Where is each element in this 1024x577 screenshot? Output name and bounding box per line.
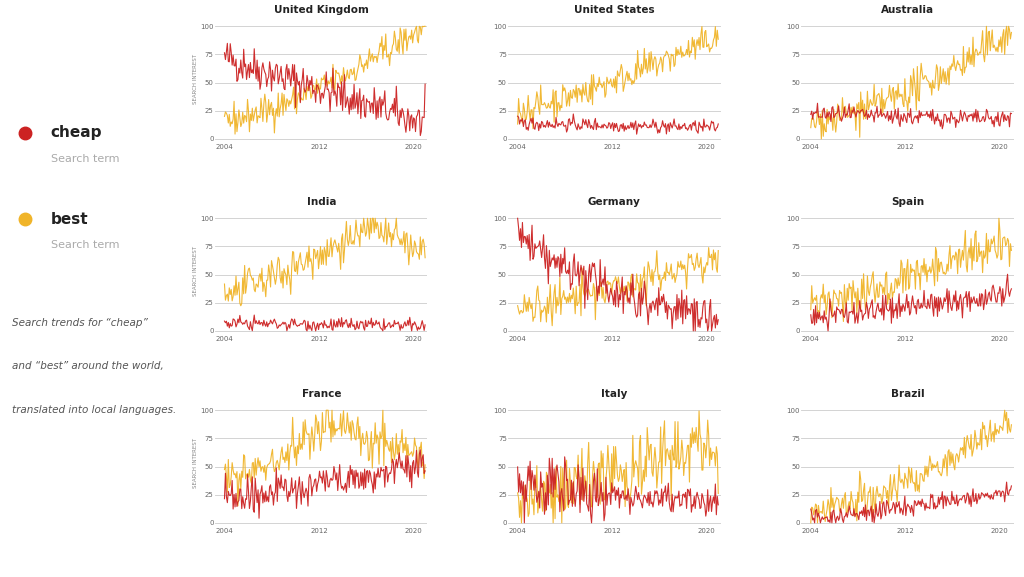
Text: cheap: cheap	[50, 125, 102, 140]
Title: France: France	[301, 389, 341, 399]
Y-axis label: SEARCH INTEREST: SEARCH INTEREST	[194, 246, 199, 296]
Text: Search trends for “cheap”: Search trends for “cheap”	[11, 318, 147, 328]
Title: United Kingdom: United Kingdom	[273, 5, 369, 15]
Title: Germany: Germany	[588, 197, 641, 207]
Text: Search term: Search term	[50, 153, 119, 164]
Title: Australia: Australia	[881, 5, 934, 15]
Text: and “best” around the world,: and “best” around the world,	[11, 361, 164, 372]
Text: Search term: Search term	[50, 240, 119, 250]
Y-axis label: SEARCH INTEREST: SEARCH INTEREST	[194, 438, 199, 488]
Text: best: best	[50, 212, 88, 227]
Title: Italy: Italy	[601, 389, 628, 399]
Text: translated into local languages.: translated into local languages.	[11, 404, 176, 415]
Title: United States: United States	[574, 5, 654, 15]
Title: Brazil: Brazil	[891, 389, 925, 399]
Title: India: India	[306, 197, 336, 207]
Y-axis label: SEARCH INTEREST: SEARCH INTEREST	[194, 54, 199, 104]
Title: Spain: Spain	[891, 197, 924, 207]
